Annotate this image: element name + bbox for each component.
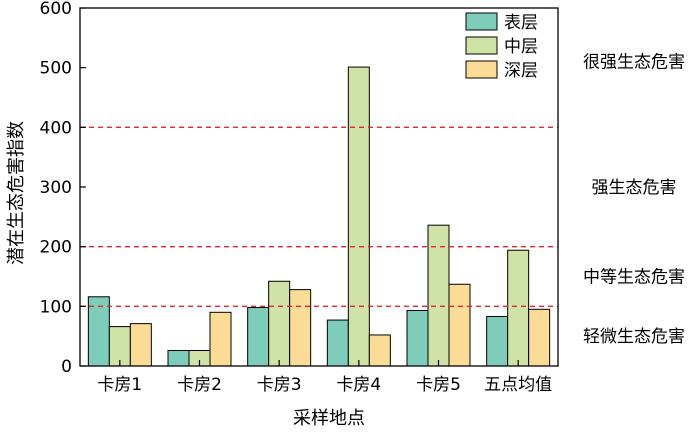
x-axis-label: 采样地点 (293, 408, 365, 429)
bar-深层-卡房1 (129, 323, 152, 367)
x-tick-label: 卡房4 (336, 375, 381, 395)
y-tick-label: 0 (61, 357, 72, 377)
bar-表层-五点均值 (486, 315, 509, 367)
bar-深层-卡房3 (289, 289, 312, 367)
bar-表层-卡房4 (326, 319, 349, 367)
bar-group (87, 66, 551, 367)
y-axis: 0 100 200 300 400 500 600 (40, 0, 86, 377)
risk-level-label: 中等生态危害 (583, 268, 685, 288)
legend-swatch-表层 (465, 12, 498, 31)
bar-表层-卡房5 (406, 310, 429, 367)
risk-level-label: 轻微生态危害 (583, 327, 685, 347)
risk-level-label: 很强生态危害 (583, 53, 685, 73)
y-tick-label: 300 (40, 178, 72, 198)
bar-表层-卡房1 (87, 296, 110, 367)
bar-深层-五点均值 (528, 308, 551, 367)
bar-中层-卡房4 (347, 66, 370, 367)
bar-表层-卡房3 (247, 307, 270, 367)
y-tick-label: 200 (40, 238, 72, 258)
x-tick-label: 卡房3 (257, 375, 302, 395)
bar-深层-卡房5 (448, 283, 471, 367)
x-tick-label: 卡房2 (177, 375, 222, 395)
legend-label: 深层 (504, 61, 538, 81)
x-tick-label: 卡房1 (97, 375, 142, 395)
bar-表层-卡房2 (167, 349, 190, 367)
legend-label: 中层 (504, 37, 538, 57)
x-tick-label: 五点均值 (484, 375, 552, 395)
legend-label: 表层 (504, 13, 538, 33)
y-axis-label: 潜在生态危害指数 (6, 121, 27, 265)
threshold-lines (80, 126, 558, 308)
bar-深层-卡房2 (209, 311, 232, 367)
legend-swatch-深层 (465, 60, 498, 79)
bar-深层-卡房4 (368, 334, 391, 367)
y-tick-label: 400 (40, 118, 72, 138)
y-tick-label: 600 (40, 0, 72, 19)
bar-中层-五点均值 (507, 249, 530, 367)
bar-中层-卡房3 (268, 280, 291, 367)
x-axis: 卡房1 卡房2 卡房3 卡房4 卡房5 五点均值 (97, 360, 552, 395)
y-tick-label: 500 (40, 59, 72, 79)
y-tick-label: 100 (40, 297, 72, 317)
legend-swatch-中层 (465, 36, 498, 55)
risk-level-label: 强生态危害 (592, 178, 677, 198)
x-tick-label: 卡房5 (416, 375, 461, 395)
